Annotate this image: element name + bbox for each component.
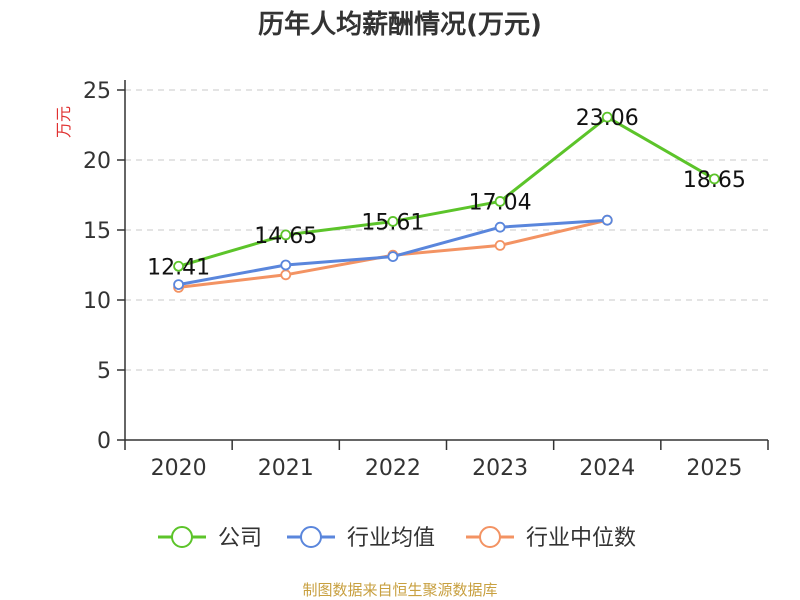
chart-title: 历年人均薪酬情况(万元) [258,9,542,40]
y-tick-label-20: 20 [83,149,111,174]
legend-item-0: 公司 [158,526,262,551]
series-0-point-2020 [173,260,184,272]
y-tick-label-15: 15 [83,219,111,244]
series-1-point-2021 [280,259,292,271]
series-1-point-2023 [494,221,506,233]
data-label-2023: 17.04 [469,190,532,215]
legend-item-2: 行业中位数 [466,526,636,551]
series-0-point-2022 [387,216,399,227]
series-1-point-2020 [173,279,184,291]
y-tick-label-10: 10 [83,289,111,314]
series-2-point-2023 [494,239,506,251]
series-0-point-2024 [601,111,613,123]
y-tick-label-25: 25 [83,79,111,104]
x-tick-label-2020: 2020 [151,456,207,481]
data-label-2021: 14.65 [254,224,317,249]
data-label-2020: 12.41 [147,255,210,280]
x-tick-label-2025: 2025 [686,456,742,481]
y-tick-label-0: 0 [97,429,111,454]
legend: 公司 行业均值 行业中位数 [158,526,636,551]
series-layer [173,111,720,293]
series-0-point-2021 [280,229,292,241]
source-note: 制图数据来自恒生聚源数据库 [302,581,497,599]
data-labels: 12.41 14.65 15.61 17.04 23.06 18.65 [147,106,746,280]
data-label-2025: 18.65 [683,168,746,193]
x-tick-label-2021: 2021 [258,456,314,481]
series-1-point-2024 [601,214,613,226]
legend-swatch-marker-0 [171,526,193,548]
series-0-point-2025 [709,173,720,185]
series-0-point-2023 [494,196,506,207]
data-label-2022: 15.61 [361,210,424,235]
data-label-2024: 23.06 [576,106,639,131]
y-tick-label-5: 5 [97,359,111,384]
legend-swatch-marker-1 [300,526,322,548]
series-2-point-2021 [280,269,292,281]
legend-label-1: 行业均值 [347,526,435,551]
legend-item-1: 行业均值 [287,526,435,551]
x-tick-label-2023: 2023 [472,456,528,481]
series-1-point-2022 [387,251,399,263]
legend-swatch-marker-2 [479,526,501,548]
grid [125,89,768,371]
y-axis-label: 万元 [54,106,73,138]
legend-label-2: 行业中位数 [526,526,636,551]
x-tick-label-2024: 2024 [579,456,635,481]
series-line-0 [178,115,716,268]
legend-label-0: 公司 [218,526,262,551]
x-tick-label-2022: 2022 [365,456,421,481]
